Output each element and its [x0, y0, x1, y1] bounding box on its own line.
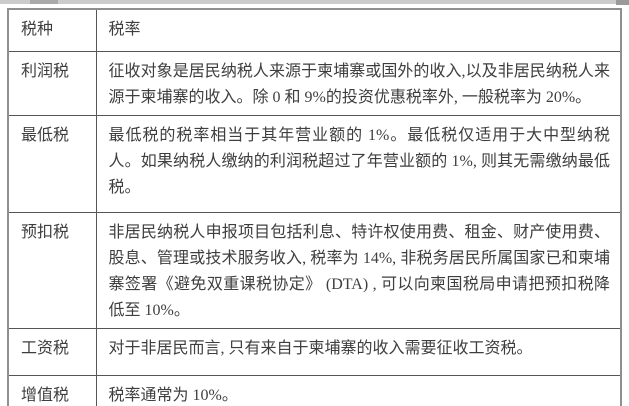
tax-type-cell: 增值税 [7, 374, 97, 406]
tax-type-cell: 利润税 [7, 50, 97, 116]
table-row-withholding-tax: 预扣税 非居民纳税人申报项目包括利息、特许权使用费、租金、财产使用费、股息、管理… [7, 211, 622, 329]
tax-rate-cell: 税率通常为 10%。 [95, 374, 622, 406]
column-header-tax-rate: 税率 [95, 8, 622, 52]
tax-rate-cell: 对于非居民而言, 只有来自于柬埔寨的收入需要征收工资税。 [95, 327, 622, 376]
column-header-tax-type: 税种 [7, 8, 97, 52]
top-edge-scan-artifact-right-segment [616, 0, 629, 5]
top-edge-scan-artifact-dark-segment [30, 0, 58, 4]
table-row-vat: 增值税 税率通常为 10%。 [7, 374, 622, 406]
table-row-minimum-tax: 最低税 最低税的税率相当于其年营业额的 1%。最低税仅适用于大中型纳税人。如果纳… [7, 114, 622, 213]
tax-rate-table: 税种 税率 利润税 征收对象是居民纳税人来源于柬埔寨或国外的收入,以及非居民纳税… [7, 8, 622, 406]
header-row: 税种 税率 [7, 8, 622, 52]
table-row-salary-tax: 工资税 对于非居民而言, 只有来自于柬埔寨的收入需要征收工资税。 [7, 327, 622, 376]
table-row-profit-tax: 利润税 征收对象是居民纳税人来源于柬埔寨或国外的收入,以及非居民纳税人来源于柬埔… [7, 50, 622, 116]
tax-type-cell: 工资税 [7, 327, 97, 376]
tax-rate-cell: 征收对象是居民纳税人来源于柬埔寨或国外的收入,以及非居民纳税人来源于柬埔寨的收入… [95, 50, 622, 116]
tax-rate-cell: 最低税的税率相当于其年营业额的 1%。最低税仅适用于大中型纳税人。如果纳税人缴纳… [95, 114, 622, 213]
tax-type-cell: 最低税 [7, 114, 97, 213]
tax-type-cell: 预扣税 [7, 211, 97, 329]
tax-rate-cell: 非居民纳税人申报项目包括利息、特许权使用费、租金、财产使用费、股息、管理或技术服… [95, 211, 622, 329]
top-edge-scan-artifact [0, 0, 629, 5]
